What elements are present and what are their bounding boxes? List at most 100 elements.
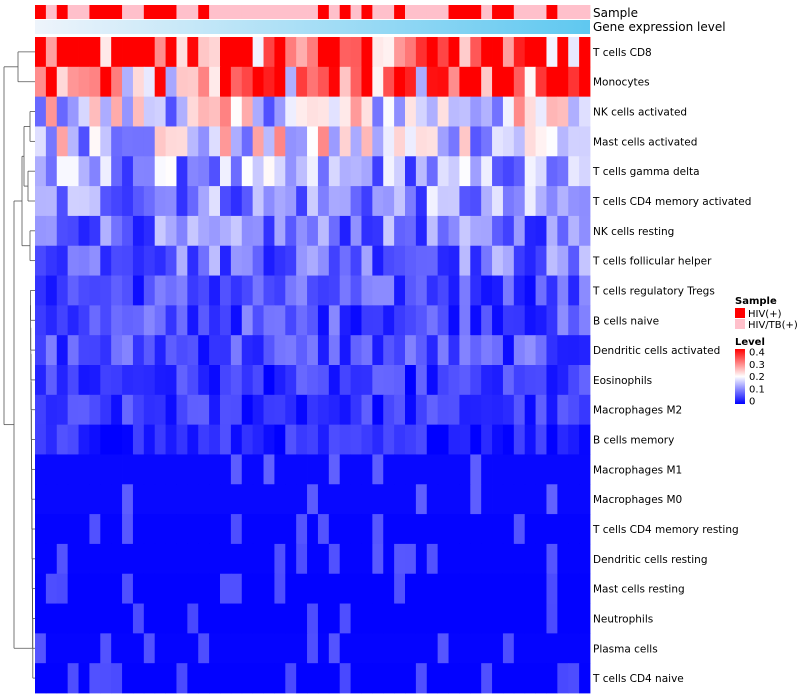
heatmap-cell [350,305,362,336]
row-label: Macrophages M1 [593,464,682,476]
sample-cell [285,5,297,19]
heatmap-cell [481,305,493,336]
heatmap-cell [361,663,373,694]
heatmap-cell [350,37,362,68]
heatmap-cell [383,543,395,575]
heatmap-cell [361,186,373,217]
heatmap-cell [524,335,536,366]
heatmap-cell [481,335,493,366]
heatmap-cell [296,514,308,545]
heatmap-cell [426,156,439,187]
heatmap-cell [154,633,166,664]
heatmap-cell [481,215,493,247]
heatmap-cell [296,365,308,396]
heatmap-cell [339,394,351,426]
heatmap-cell [143,573,156,604]
heatmap-cell [481,394,493,426]
heatmap-cell [546,365,558,396]
heatmap-cell [176,394,188,426]
row-label: Macrophages M0 [593,494,682,506]
heatmap-cell [426,275,439,306]
heatmap-cell [220,484,232,515]
heatmap-cell [372,424,384,455]
heatmap-cell [546,484,558,515]
heatmap-cell [502,275,515,306]
heatmap-cell [165,186,177,217]
heatmap-cell [394,126,406,157]
heatmap-cell [35,66,47,98]
heatmap-cell [252,96,264,127]
heatmap-cell [383,37,395,68]
heatmap-cell [100,186,112,217]
heatmap-cell [394,663,406,694]
heatmap-cell [405,514,417,545]
heatmap-cell [405,365,417,396]
heatmap-cell [437,96,449,127]
heatmap-cell [285,96,297,127]
heatmap-cell [459,66,471,98]
heatmap-cell [274,573,286,604]
heatmap-cell [383,603,395,634]
heatmap-cell [35,394,47,426]
heatmap-cell [394,365,406,396]
heatmap-cell [78,603,90,634]
heatmap-cell [415,96,428,127]
heatmap-cell [339,663,351,694]
heatmap-cell [176,424,188,455]
legend-level-ticks: 0.40.30.20.1 0 [749,348,765,408]
heatmap-cell [176,514,188,545]
heatmap-cell [481,633,493,664]
heatmap-cell [89,633,101,664]
heatmap-cell [317,543,330,575]
heatmap-cell [502,633,515,664]
heatmap-cell [546,96,558,127]
heatmap-cell [557,126,569,157]
heatmap-cell [285,633,297,664]
heatmap-cell [470,424,482,455]
heatmap-cell [383,305,395,336]
heatmap-cell [557,454,569,485]
heatmap-cell [89,275,101,306]
heatmap-cell [535,514,547,545]
heatmap-cell [263,156,275,187]
heatmap-cell [78,245,90,276]
heatmap-cell [502,305,515,336]
heatmap-cell [198,484,210,515]
heatmap-cell [274,66,286,98]
heatmap-cell [132,573,145,604]
heatmap-cell [122,633,134,664]
sample-cell [546,5,558,19]
heatmap-cell [122,573,134,604]
heatmap-cell [252,37,264,68]
heatmap-cell [187,186,199,217]
heatmap-cell [426,394,439,426]
heatmap-cell [198,305,210,336]
heatmap-cell [263,603,275,634]
heatmap-cell [470,245,482,276]
heatmap-cell [274,186,286,217]
heatmap-cell [405,215,417,247]
heatmap-cell [176,663,188,694]
heatmap-cell [252,484,264,515]
heatmap-cell [78,335,90,366]
heatmap-cell [568,245,580,276]
heatmap-cell [328,663,341,694]
heatmap-cell [448,633,460,664]
heatmap-cell [263,96,275,127]
sample-cell [361,5,373,19]
heatmap-cell [394,335,406,366]
heatmap-cell [459,335,471,366]
heatmap-cell [568,573,580,604]
heatmap-cell [154,514,166,545]
heatmap-cell [415,305,428,336]
heatmap-cell [154,394,166,426]
heatmap-cell [198,663,210,694]
heatmap-cell [143,603,156,634]
heatmap-cell [513,454,526,485]
heatmap-cell [263,275,275,306]
sample-cell [437,5,449,19]
legend-level-tick: 0 [749,397,755,408]
heatmap-cell [448,484,460,515]
legend-level-tick: 0.1 [749,384,765,395]
heatmap-cell [56,335,69,366]
